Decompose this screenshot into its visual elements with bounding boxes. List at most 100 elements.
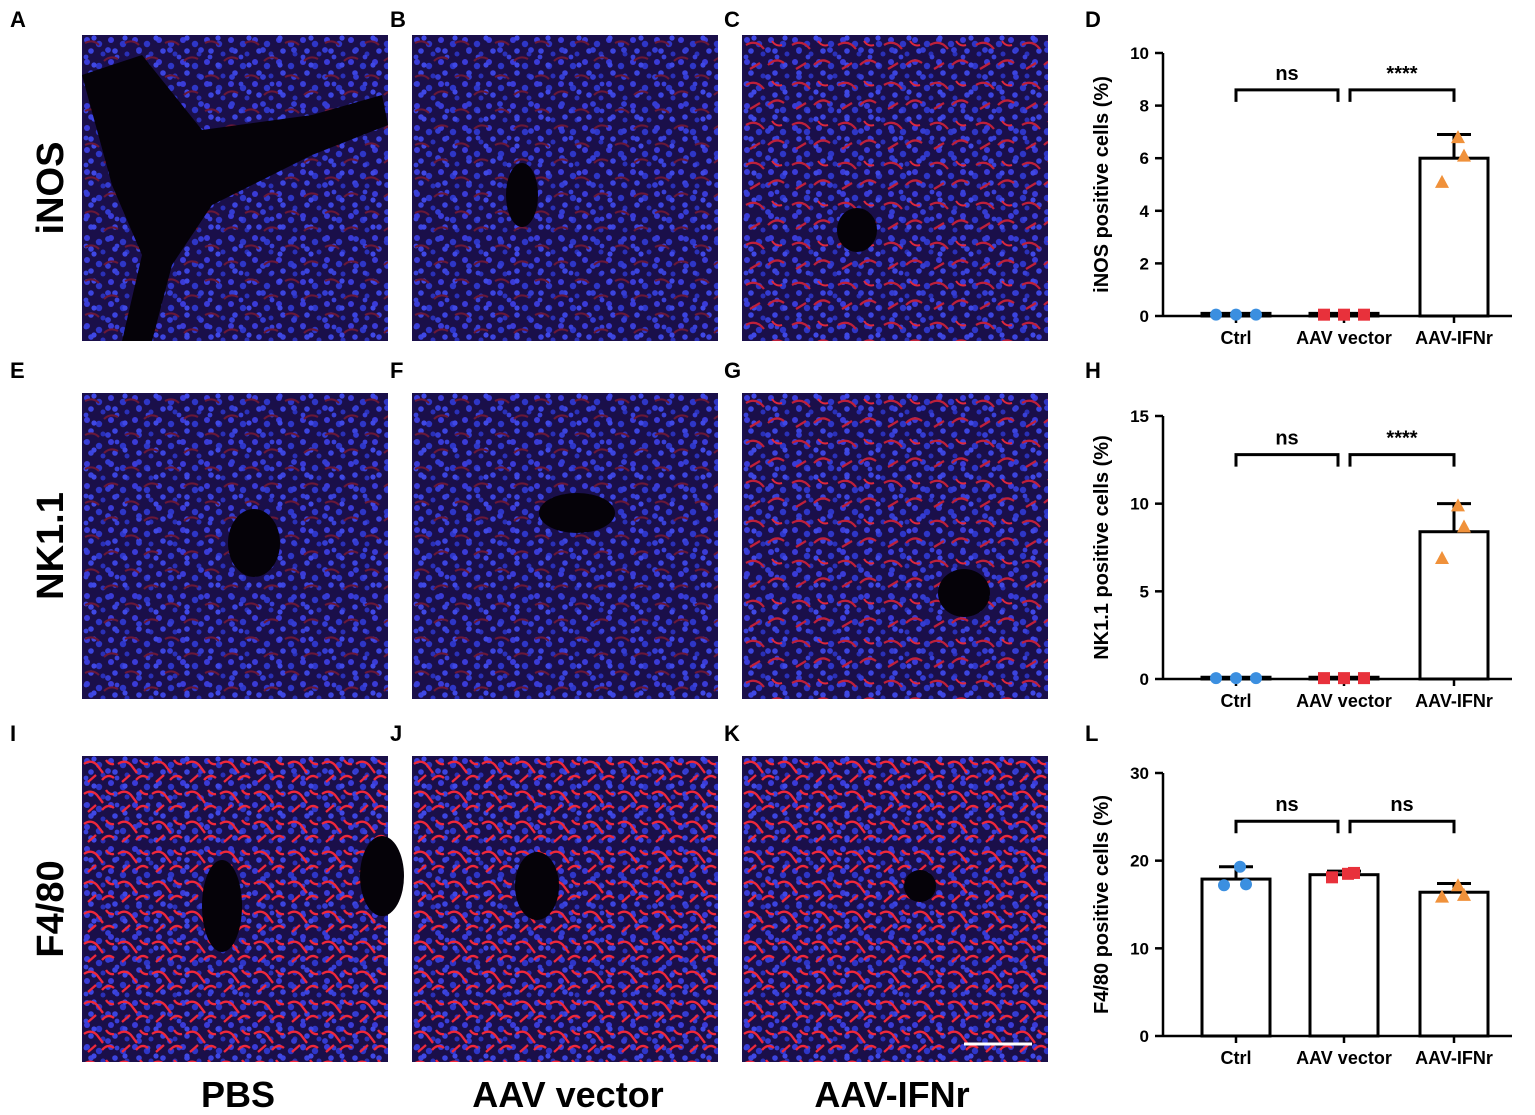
data-point [1250, 672, 1262, 685]
panel-letter: F [390, 358, 403, 383]
significance-label: ns [1275, 428, 1298, 450]
micrograph-image [412, 393, 718, 699]
data-point [1451, 878, 1465, 892]
panel-letter: H [1085, 358, 1101, 383]
row-label: iNOS [30, 142, 72, 235]
y-tick-label: 30 [1130, 764, 1149, 783]
micrograph-image [412, 35, 718, 341]
micrograph-image [82, 35, 388, 341]
x-tick-label: AAV vector [1296, 691, 1392, 711]
bar [1418, 156, 1490, 318]
vessel [202, 860, 242, 952]
panel-letter: C [724, 7, 740, 32]
micrograph-image [82, 393, 388, 699]
data-point [1240, 878, 1252, 891]
micrograph-image [742, 35, 1048, 341]
data-point [1230, 672, 1242, 685]
data-point [1210, 308, 1222, 321]
column-label: PBS [201, 1074, 275, 1115]
y-axis-label: F4/80 positive cells (%) [1091, 795, 1113, 1014]
y-tick-label: 5 [1140, 582, 1149, 601]
panel-letter: E [10, 358, 25, 383]
y-tick-label: 0 [1140, 307, 1149, 326]
data-point [1457, 148, 1471, 162]
data-point [1210, 672, 1222, 685]
x-tick-label: AAV vector [1296, 328, 1392, 348]
data-point [1326, 871, 1338, 884]
data-point [1435, 174, 1449, 188]
y-tick-label: 15 [1130, 407, 1149, 426]
vessel [938, 569, 990, 617]
data-point [1218, 879, 1230, 892]
micrograph-image [412, 756, 718, 1062]
y-tick-label: 6 [1140, 149, 1149, 168]
significance-bracket [1348, 88, 1456, 102]
bar [1200, 877, 1272, 1038]
data-point [1457, 887, 1471, 901]
panel-letter: J [390, 721, 402, 746]
bar [1308, 873, 1380, 1038]
y-tick-label: 10 [1130, 939, 1149, 958]
vessel [515, 852, 559, 920]
stain-overlay [742, 393, 1048, 699]
significance-bracket [1234, 88, 1340, 102]
x-tick-label: AAV vector [1296, 1048, 1392, 1068]
x-tick-label: AAV-IFNr [1415, 691, 1493, 711]
bar-charts: 0 2 4 6 8 10 Ctrl AAV vector AAV-IFNr iNOS positi… [1091, 44, 1512, 1068]
panel-letter: D [1085, 7, 1101, 32]
vessel [506, 163, 538, 227]
bar [1418, 530, 1490, 681]
y-tick-label: 8 [1140, 97, 1149, 116]
bar [1418, 890, 1490, 1038]
bar-chart: 0 10 20 30 Ctrl AAV vector AAV-IFNr F4/80 posit… [1091, 764, 1512, 1068]
significance-label: ns [1390, 794, 1413, 816]
x-tick-label: Ctrl [1221, 1048, 1252, 1068]
vessel [228, 509, 280, 577]
panel-letter: G [724, 358, 741, 383]
micrograph-grid [82, 35, 1048, 1062]
data-point [1234, 860, 1246, 873]
significance-bracket [1234, 453, 1340, 467]
micrograph-image [742, 393, 1048, 699]
vessel [904, 870, 936, 902]
panel-letter: I [10, 721, 16, 746]
data-point [1338, 672, 1350, 685]
vessel [360, 836, 404, 916]
bar-chart: 0 5 10 15 Ctrl AAV vector AAV-IFNr NK1.1 positi… [1091, 407, 1512, 711]
stain-overlay [412, 393, 718, 699]
panel-letter: A [10, 7, 26, 32]
y-tick-label: 0 [1140, 670, 1149, 689]
panel-letter: K [724, 721, 740, 746]
y-tick-label: 0 [1140, 1027, 1149, 1046]
x-tick-label: AAV-IFNr [1415, 328, 1493, 348]
data-point [1318, 308, 1330, 321]
y-tick-label: 4 [1140, 202, 1150, 221]
panel-letter: L [1085, 721, 1098, 746]
vessel [82, 55, 388, 341]
data-point [1318, 672, 1330, 685]
x-tick-label: AAV-IFNr [1415, 1048, 1493, 1068]
significance-label: **** [1386, 428, 1417, 450]
significance-label: ns [1275, 63, 1298, 85]
stain-overlay [412, 756, 718, 1062]
significance-label: **** [1386, 63, 1417, 85]
y-tick-label: 10 [1130, 495, 1149, 514]
stain-overlay [412, 35, 718, 341]
data-point [1435, 889, 1449, 903]
data-point [1457, 519, 1471, 533]
data-point [1230, 308, 1242, 321]
stain-overlay [742, 756, 1048, 1062]
significance-bracket [1348, 453, 1456, 467]
stain-overlay [742, 35, 1048, 341]
y-tick-label: 10 [1130, 44, 1149, 63]
data-point [1451, 498, 1465, 512]
panel-letter: B [390, 7, 406, 32]
data-point [1338, 308, 1350, 321]
micrograph-image [82, 756, 404, 1062]
vessel [539, 493, 615, 533]
y-tick-label: 20 [1130, 852, 1149, 871]
row-label: F4/80 [30, 860, 72, 957]
significance-label: ns [1275, 794, 1298, 816]
